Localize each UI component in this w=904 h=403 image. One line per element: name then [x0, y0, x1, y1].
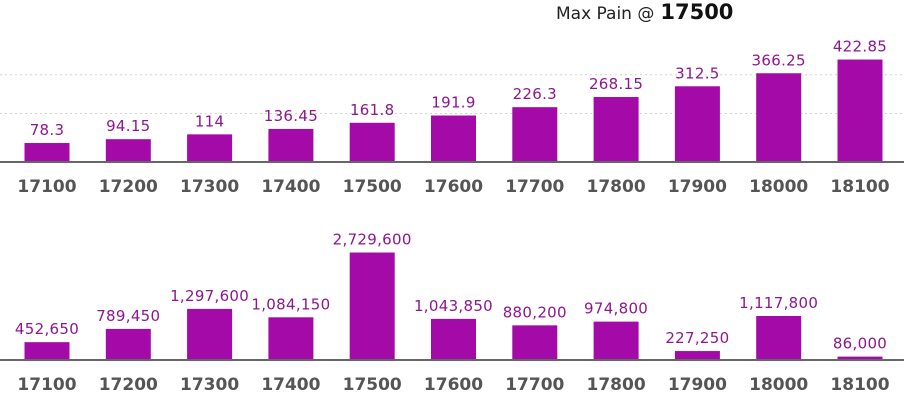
x-tick-17100: 17100: [17, 177, 76, 197]
x-tick-17800: 17800: [587, 375, 646, 395]
bar-17700: [512, 325, 558, 360]
bar-17900: [674, 351, 720, 360]
data-label-17200: 789,450: [96, 307, 160, 325]
x-tick-18100: 18100: [830, 177, 889, 197]
bar-17400: [268, 128, 314, 162]
x-tick-18000: 18000: [749, 177, 808, 197]
chart-1: 78.3 17100 94.15 17200 114 17300 136.45 17400 16…: [0, 38, 904, 197]
data-label-17700: 880,200: [503, 303, 567, 321]
x-tick-17200: 17200: [99, 375, 158, 395]
data-label-17400: 1,084,150: [251, 295, 330, 313]
bar-17600: [431, 318, 476, 360]
data-label-17700: 226.3: [513, 85, 557, 103]
max-pain-label: Max Pain @: [556, 4, 655, 24]
data-label-17900: 312.5: [675, 64, 719, 82]
bar-17500: [349, 252, 395, 360]
x-tick-17100: 17100: [17, 375, 76, 395]
bar-17400: [268, 317, 314, 360]
data-label-18100: 422.85: [833, 38, 887, 56]
x-tick-17500: 17500: [343, 177, 402, 197]
data-label-17300: 1,297,600: [170, 287, 249, 305]
x-tick-17800: 17800: [587, 177, 646, 197]
x-tick-18000: 18000: [749, 375, 808, 395]
x-tick-17400: 17400: [261, 177, 320, 197]
data-label-18000: 366.25: [752, 51, 806, 69]
x-tick-17700: 17700: [505, 177, 564, 197]
data-label-17600: 191.9: [431, 94, 475, 112]
bar-17200: [105, 328, 151, 360]
bar-17800: [593, 321, 639, 360]
max-pain-value: 17500: [660, 0, 734, 24]
bar-17700: [512, 107, 558, 162]
x-tick-17500: 17500: [343, 375, 402, 395]
data-label-17600: 1,043,850: [414, 297, 493, 315]
max-pain-header: Max Pain @ 17500: [556, 0, 733, 30]
data-label-17800: 974,800: [584, 300, 648, 318]
data-label-18100: 86,000: [833, 335, 887, 353]
x-tick-17600: 17600: [424, 375, 483, 395]
bar-17200: [105, 139, 151, 162]
bar-17600: [431, 115, 476, 162]
x-tick-17300: 17300: [180, 375, 239, 395]
bar-17900: [674, 86, 720, 162]
bar-17100: [24, 342, 70, 360]
data-label-17200: 94.15: [106, 117, 150, 135]
x-tick-17700: 17700: [505, 375, 564, 395]
bar-17800: [593, 97, 639, 162]
data-label-17100: 78.3: [30, 121, 65, 139]
data-label-17400: 136.45: [264, 107, 318, 125]
data-label-17300: 114: [195, 112, 225, 130]
bar-18100: [837, 59, 883, 162]
bar-18000: [756, 315, 802, 360]
bar-18000: [756, 73, 802, 162]
data-label-18000: 1,117,800: [739, 294, 818, 312]
x-tick-17900: 17900: [668, 177, 727, 197]
bar-17100: [24, 143, 70, 162]
bar-17300: [187, 134, 233, 162]
bar-17300: [187, 308, 233, 360]
data-label-17500: 2,729,600: [333, 231, 412, 249]
chart-2: 452,650 17100 789,450 17200 1,297,600 17300 1,…: [0, 231, 904, 395]
bar-17500: [349, 122, 395, 162]
x-tick-17900: 17900: [668, 375, 727, 395]
data-label-17100: 452,650: [15, 320, 79, 338]
data-label-17800: 268.15: [589, 75, 643, 93]
bar-18100: [837, 356, 883, 360]
x-tick-17300: 17300: [180, 177, 239, 197]
data-label-17900: 227,250: [665, 329, 729, 347]
x-tick-18100: 18100: [830, 375, 889, 395]
x-tick-17200: 17200: [99, 177, 158, 197]
x-tick-17400: 17400: [261, 375, 320, 395]
x-tick-17600: 17600: [424, 177, 483, 197]
data-label-17500: 161.8: [350, 101, 394, 119]
